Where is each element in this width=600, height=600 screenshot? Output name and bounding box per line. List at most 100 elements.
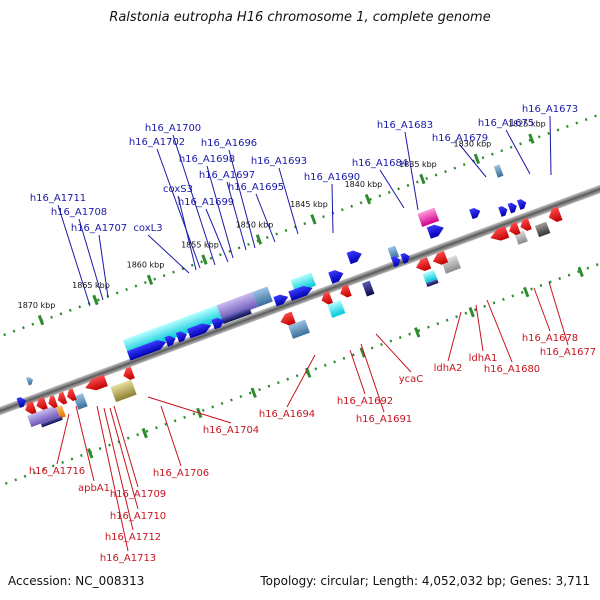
- gene-feature: [122, 305, 223, 355]
- gene-label: ycaC: [399, 374, 424, 385]
- leader-line: [228, 149, 256, 249]
- leader-line: [96, 405, 129, 552]
- gene-feature: [387, 245, 400, 260]
- tick-mark-top: [255, 234, 263, 245]
- gene-arrow: [507, 202, 517, 214]
- leader-line: [177, 195, 197, 271]
- leader-line: [286, 354, 316, 408]
- gene-arrow: [16, 397, 26, 408]
- gene-label: h16_A1707: [71, 223, 127, 234]
- tick-label: 1860 kbp: [127, 261, 165, 270]
- gene-arrow: [321, 291, 333, 305]
- leader-line: [548, 281, 569, 346]
- tick-label: 1835 kbp: [399, 160, 437, 169]
- tick-mark-bottom: [141, 427, 148, 439]
- gene-label: ldhA1: [469, 353, 498, 364]
- leader-line: [172, 134, 216, 266]
- tick-label: 1850 kbp: [236, 220, 274, 229]
- gene-arrow: [280, 311, 296, 326]
- tick-mark-top: [146, 274, 154, 286]
- gene-arrow: [187, 323, 212, 339]
- gene-arrow: [490, 226, 510, 241]
- gene-arrow: [85, 374, 108, 391]
- leader-line: [147, 234, 190, 274]
- gene-feature: [27, 405, 60, 428]
- gene-arrow: [400, 252, 410, 264]
- gene-feature: [327, 299, 346, 318]
- leader-line: [98, 234, 109, 298]
- gene-label: h16_A1694: [259, 409, 315, 420]
- tick-label: 1840 kbp: [345, 180, 383, 189]
- tick-mark-top: [419, 173, 426, 185]
- gene-arrow: [416, 257, 432, 271]
- tick-mark-bottom: [250, 387, 257, 399]
- leader-line: [156, 148, 201, 269]
- gene-label: h16_A1692: [337, 396, 393, 407]
- gene-arrow: [67, 388, 77, 402]
- forward-gene-labels: h16_A1673 h16_A1675 h16_A1679 h16_A1683 h16_…: [30, 104, 578, 234]
- gene-arrow: [498, 206, 508, 217]
- gene-features: [16, 164, 563, 428]
- gene-feature: [288, 319, 310, 339]
- gene-feature: [426, 279, 439, 287]
- gene-label: h16_A1697: [199, 170, 255, 181]
- gene-label: h16_A1706: [153, 468, 209, 479]
- leader-line: [459, 144, 487, 178]
- gene-label: apbA1: [78, 483, 110, 494]
- gene-feature: [534, 221, 551, 238]
- gene-label: h16_A1709: [110, 489, 166, 500]
- gene-feature: [422, 269, 438, 284]
- label-leader-lines: [56, 115, 569, 552]
- gene-arrow: [175, 331, 187, 343]
- gene-label: h16_A1700: [145, 123, 201, 134]
- gene-label: h16_A1710: [110, 511, 166, 522]
- gene-feature: [362, 280, 375, 297]
- tick-label: 1825 kbp: [508, 120, 546, 129]
- tick-mark-bottom: [577, 266, 584, 278]
- gene-arrow: [164, 335, 176, 347]
- gene-feature: [221, 307, 252, 325]
- leader-line: [57, 204, 91, 307]
- gene-arrow: [123, 366, 135, 380]
- gene-label: h16_A1690: [304, 172, 360, 183]
- leader-line: [549, 115, 552, 176]
- gene-arrow: [328, 270, 344, 284]
- gene-arrow: [36, 396, 48, 410]
- leader-line: [447, 311, 462, 362]
- top-dot-row: [0, 87, 600, 382]
- tick-mark-top: [473, 153, 481, 165]
- gene-arrow: [469, 207, 481, 220]
- gene-feature: [216, 292, 258, 321]
- leader-line: [375, 333, 412, 373]
- leader-line: [278, 167, 299, 235]
- leader-line: [349, 349, 366, 395]
- gene-arrow: [516, 199, 527, 210]
- gene-label: h16_A1678: [522, 333, 578, 344]
- gene-label: ldhA2: [434, 363, 463, 374]
- leader-line: [404, 131, 419, 211]
- gene-arrow: [288, 285, 313, 301]
- leader-line: [160, 405, 182, 467]
- gene-label: h16_A1702: [129, 137, 185, 148]
- gene-arrow: [340, 284, 352, 298]
- tick-mark-top: [528, 133, 535, 144]
- gene-label: h16_A1695: [228, 182, 284, 193]
- tick-mark-top: [37, 314, 45, 326]
- tick-label: 1830 kbp: [454, 140, 492, 149]
- gene-label: h16_A1704: [203, 425, 259, 436]
- tick-label: 1865 kbp: [72, 281, 110, 290]
- gene-label: h16_A1699: [178, 197, 234, 208]
- leader-line: [75, 405, 95, 482]
- tick-mark-bottom: [414, 327, 421, 338]
- gene-arrow: [426, 224, 444, 239]
- gene-arrow: [432, 251, 449, 265]
- gene-feature: [290, 272, 316, 294]
- tick-mark-bottom: [523, 286, 530, 298]
- gene-feature: [417, 207, 440, 228]
- leader-line: [113, 405, 139, 488]
- gene-label: coxS3: [163, 184, 193, 195]
- gene-feature: [73, 393, 88, 410]
